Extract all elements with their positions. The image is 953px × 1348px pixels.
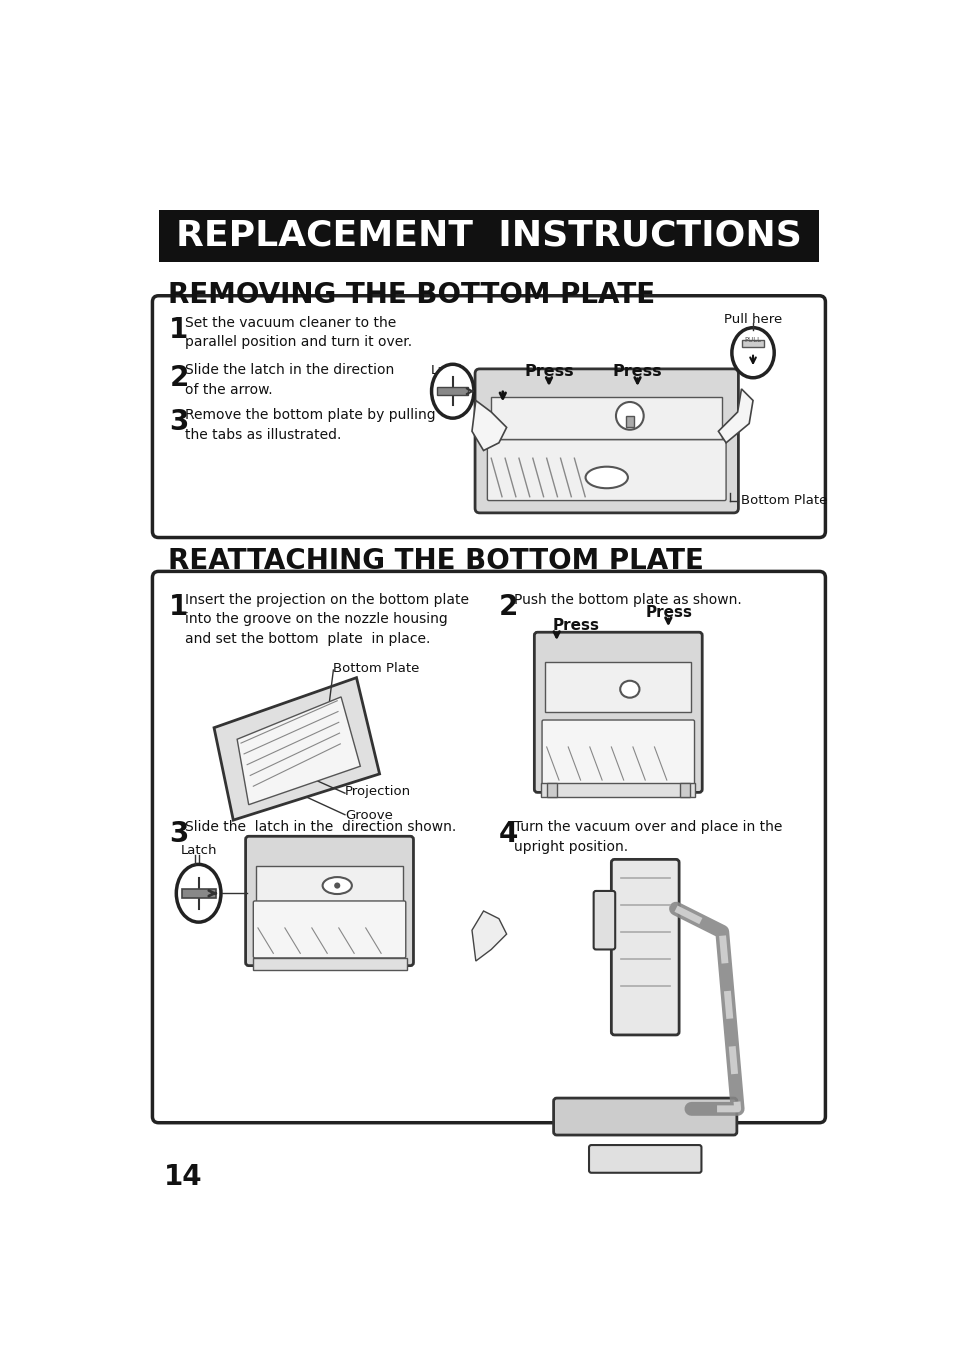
Bar: [253, 958, 406, 971]
Bar: [679, 783, 689, 797]
Bar: [741, 341, 763, 346]
FancyBboxPatch shape: [487, 439, 725, 500]
FancyBboxPatch shape: [152, 572, 824, 1123]
Bar: [256, 867, 402, 909]
Text: Remove the bottom plate by pulling
the tabs as illustrated.: Remove the bottom plate by pulling the t…: [185, 408, 435, 442]
Polygon shape: [718, 390, 752, 442]
Bar: [540, 783, 695, 797]
Polygon shape: [472, 911, 506, 961]
Ellipse shape: [176, 864, 221, 922]
Text: 1: 1: [170, 315, 189, 344]
FancyBboxPatch shape: [541, 720, 694, 785]
Text: Insert the projection on the bottom plate
into the groove on the nozzle housing
: Insert the projection on the bottom plat…: [185, 593, 468, 646]
Circle shape: [616, 402, 643, 430]
Text: 2: 2: [170, 364, 189, 391]
FancyBboxPatch shape: [593, 891, 615, 949]
FancyBboxPatch shape: [152, 295, 824, 538]
Text: REATTACHING THE BOTTOM PLATE: REATTACHING THE BOTTOM PLATE: [168, 547, 703, 574]
Bar: [546, 783, 557, 797]
Text: Press: Press: [644, 604, 692, 620]
Text: Projection: Projection: [345, 786, 411, 798]
Bar: [625, 417, 633, 427]
Ellipse shape: [322, 878, 352, 894]
Text: Latch: Latch: [180, 844, 216, 857]
Polygon shape: [213, 678, 379, 820]
FancyBboxPatch shape: [245, 836, 413, 965]
Text: Latch: Latch: [430, 364, 467, 377]
FancyBboxPatch shape: [553, 1099, 736, 1135]
Bar: [544, 662, 691, 712]
Text: 3: 3: [170, 820, 189, 848]
Polygon shape: [472, 400, 506, 450]
Text: Slide the  latch in the  direction shown.: Slide the latch in the direction shown.: [185, 820, 456, 834]
Bar: [158, 209, 819, 262]
Text: 1: 1: [170, 593, 189, 621]
Ellipse shape: [431, 364, 474, 418]
Text: 4: 4: [498, 820, 517, 848]
Text: Press: Press: [552, 617, 599, 632]
Polygon shape: [237, 697, 360, 805]
Text: Bottom Plate: Bottom Plate: [740, 495, 827, 507]
Text: Push the bottom plate as shown.: Push the bottom plate as shown.: [514, 593, 741, 607]
Text: Press: Press: [523, 364, 573, 379]
Text: REMOVING THE BOTTOM PLATE: REMOVING THE BOTTOM PLATE: [168, 282, 655, 309]
Text: Slide the latch in the direction
of the arrow.: Slide the latch in the direction of the …: [185, 364, 394, 398]
Bar: [181, 888, 215, 898]
Bar: [436, 387, 468, 395]
FancyBboxPatch shape: [611, 860, 679, 1035]
Ellipse shape: [731, 328, 774, 377]
Text: 14: 14: [164, 1163, 202, 1190]
Text: REPLACEMENT  INSTRUCTIONS: REPLACEMENT INSTRUCTIONS: [175, 218, 801, 252]
Text: PULL: PULL: [743, 337, 760, 344]
Text: Press: Press: [612, 364, 661, 379]
FancyBboxPatch shape: [534, 632, 701, 793]
Text: 3: 3: [170, 408, 189, 437]
Ellipse shape: [585, 466, 627, 488]
FancyBboxPatch shape: [253, 900, 405, 958]
FancyBboxPatch shape: [588, 1144, 700, 1173]
Text: Turn the vacuum over and place in the
upright position.: Turn the vacuum over and place in the up…: [514, 820, 781, 853]
Bar: [491, 396, 721, 439]
Ellipse shape: [619, 681, 639, 698]
Text: Pull here: Pull here: [723, 313, 781, 326]
Text: Groove: Groove: [345, 809, 393, 821]
Text: Set the vacuum cleaner to the
parallel position and turn it over.: Set the vacuum cleaner to the parallel p…: [185, 315, 412, 349]
Circle shape: [334, 883, 340, 888]
Text: Bottom Plate: Bottom Plate: [333, 662, 419, 675]
FancyBboxPatch shape: [475, 369, 738, 512]
Text: 2: 2: [498, 593, 517, 621]
